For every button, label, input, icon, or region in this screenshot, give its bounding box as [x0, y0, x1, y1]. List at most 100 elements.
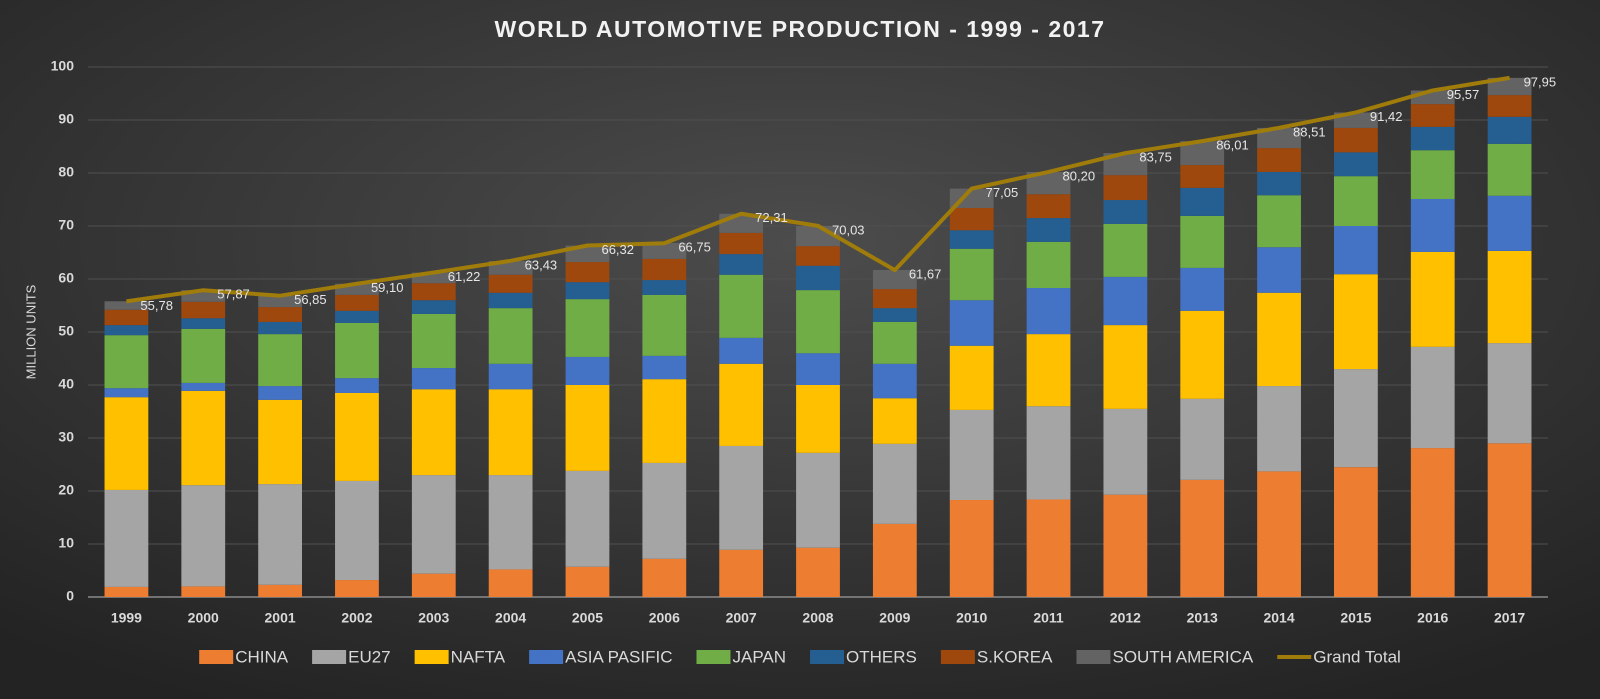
legend-label: CHINA: [235, 647, 289, 666]
x-tick-label: 2004: [495, 610, 526, 626]
bar-segment: [335, 294, 379, 311]
bar-segment: [258, 321, 303, 335]
data-label: 63,43: [525, 257, 558, 272]
bar-segment: [1333, 369, 1378, 468]
y-tick-label: 20: [58, 482, 74, 498]
bar-segment: [1410, 448, 1455, 597]
bar-segment: [1180, 267, 1225, 311]
bar-segment: [1333, 274, 1378, 370]
legend-label: S.KOREA: [977, 647, 1053, 666]
y-tick-label: 70: [58, 217, 74, 233]
bar-segment: [796, 385, 840, 453]
data-label: 55,78: [140, 298, 173, 313]
x-tick-label: 2016: [1417, 610, 1448, 626]
bar-segment: [1487, 195, 1532, 251]
data-label: 72,31: [755, 210, 788, 225]
bar-segment: [258, 584, 303, 597]
bar-segment: [872, 289, 917, 309]
data-label: 97,95: [1524, 74, 1557, 89]
bar-segment: [1103, 494, 1148, 597]
bar-segment: [1487, 143, 1532, 196]
data-label: 80,20: [1063, 168, 1096, 183]
bar-segment: [719, 549, 764, 597]
bar-segment: [181, 328, 226, 383]
bar-segment: [411, 573, 456, 597]
legend-swatch: [1076, 650, 1111, 664]
bar-segment: [1410, 150, 1455, 199]
data-label: 70,03: [832, 222, 865, 237]
line: [126, 75, 1510, 304]
bar-segment: [411, 475, 456, 574]
bar-segment: [872, 523, 917, 597]
bar-segment: [796, 246, 840, 266]
x-tick-label: 2008: [802, 610, 833, 626]
legend-label: OTHERS: [846, 647, 917, 666]
x-tick-label: 2010: [956, 610, 987, 626]
bar-segment: [565, 470, 610, 567]
bar-segment: [258, 295, 303, 308]
bar-segment: [872, 443, 917, 524]
bar-segment: [258, 484, 303, 585]
bar-segment: [411, 300, 456, 314]
legend-swatch: [529, 650, 564, 664]
bar-segment: [1410, 251, 1455, 347]
x-tick-label: 2007: [726, 610, 757, 626]
bar-segment: [1257, 471, 1301, 597]
bar-segment: [258, 399, 303, 485]
y-tick-label: 40: [58, 376, 74, 392]
x-tick-label: 2006: [649, 610, 680, 626]
bar-segment: [488, 389, 533, 476]
bar-segment: [488, 274, 533, 293]
legend-swatch: [414, 650, 449, 664]
y-tick-label: 30: [58, 429, 74, 445]
x-tick-label: 2017: [1494, 610, 1525, 626]
y-tick-label: 50: [58, 323, 74, 339]
bar-segment: [1257, 195, 1301, 248]
bar-segment: [719, 363, 764, 446]
bar-segment: [1180, 398, 1225, 480]
bar-segment: [488, 363, 533, 390]
x-tick-label: 2009: [879, 610, 910, 626]
bar-segment: [1257, 386, 1301, 472]
bar-segment: [1026, 218, 1071, 242]
bar-segment: [411, 313, 456, 369]
bar-segment: [104, 309, 149, 326]
bar-segment: [796, 547, 840, 597]
legend-label: EU27: [348, 647, 391, 666]
bar-segment: [335, 322, 379, 379]
bar-segment: [796, 290, 840, 354]
x-tick-label: 2012: [1110, 610, 1141, 626]
bar-segment: [1487, 343, 1532, 444]
legend-label: NAFTA: [451, 647, 506, 666]
data-label: 61,67: [909, 267, 942, 282]
bar-segment: [1410, 104, 1455, 127]
bar-segment: [488, 308, 533, 364]
bar-segment: [642, 379, 687, 463]
bar-segment: [1103, 408, 1148, 495]
bar-segment: [796, 353, 840, 385]
bar-segment: [1026, 406, 1071, 500]
bar-segment: [1103, 325, 1148, 409]
bar-segment: [1026, 194, 1071, 219]
x-tick-label: 2002: [341, 610, 372, 626]
y-tick-label: 90: [58, 111, 74, 127]
bar-segment: [488, 569, 533, 597]
y-tick-label: 80: [58, 164, 74, 180]
bar-segment: [335, 310, 379, 323]
bar-segment: [719, 337, 764, 364]
bar-segment: [1333, 467, 1378, 597]
bar-segment: [1180, 479, 1225, 597]
bar-segment: [1333, 152, 1378, 177]
x-tick-label: 2005: [572, 610, 603, 626]
bar-segment: [949, 207, 994, 231]
bar-segment: [949, 409, 994, 501]
bar-segment: [258, 386, 303, 400]
bar-segment: [411, 272, 456, 284]
bar-segment: [719, 274, 764, 338]
bar-segment: [1180, 187, 1225, 216]
legend-label: JAPAN: [732, 647, 786, 666]
bar-segment: [104, 301, 149, 310]
x-tick-label: 1999: [111, 610, 142, 626]
bar-segment: [642, 558, 687, 597]
